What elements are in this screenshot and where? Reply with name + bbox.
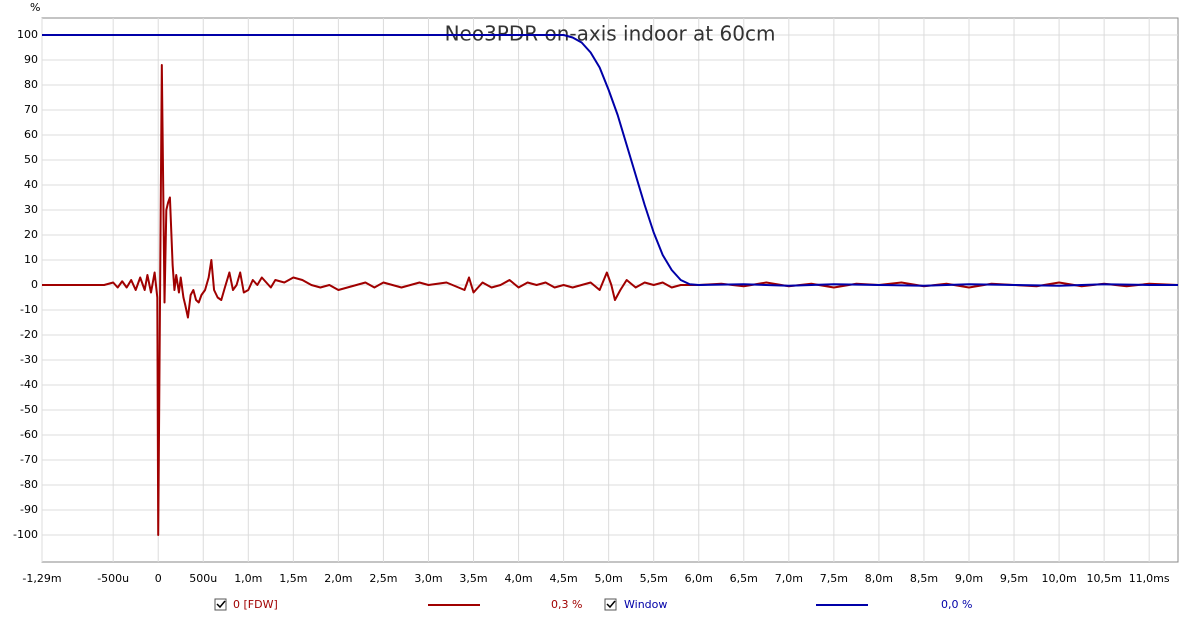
- x-tick-label: 7,5m: [820, 572, 848, 585]
- x-tick-label: 3,5m: [459, 572, 487, 585]
- check-mark: [216, 600, 226, 609]
- y-tick-label: 80: [24, 78, 38, 91]
- legend-label: 0 [FDW]: [233, 598, 278, 611]
- y-tick-label: -50: [20, 403, 38, 416]
- x-tick-label: 9,0m: [955, 572, 983, 585]
- y-tick-label: -70: [20, 453, 38, 466]
- plot-area: [41, 17, 1179, 563]
- y-tick-label: 20: [24, 228, 38, 241]
- x-tick-label: -500u: [97, 572, 129, 585]
- y-tick-label: 100: [17, 28, 38, 41]
- x-tick-label: 5,5m: [640, 572, 668, 585]
- y-tick-label: 50: [24, 153, 38, 166]
- x-tick-label: 8,0m: [865, 572, 893, 585]
- x-tick-label: 4,5m: [549, 572, 577, 585]
- y-tick-label: 90: [24, 53, 38, 66]
- chart-title: Neo3PDR on-axis indoor at 60cm: [445, 22, 776, 46]
- y-tick-label: 40: [24, 178, 38, 191]
- x-tick-label: 9,5m: [1000, 572, 1028, 585]
- legend-label: Window: [624, 598, 667, 611]
- x-tick-label: 6,5m: [730, 572, 758, 585]
- y-tick-label: -80: [20, 478, 38, 491]
- x-tick-label: 4,0m: [504, 572, 532, 585]
- x-tick-label: 10,0m: [1041, 572, 1076, 585]
- y-tick-label: -20: [20, 328, 38, 341]
- x-tick-label: 10,5m: [1087, 572, 1122, 585]
- y-tick-label: -100: [13, 528, 38, 541]
- x-tick-label: 2,5m: [369, 572, 397, 585]
- x-tick-label: 8,5m: [910, 572, 938, 585]
- x-tick-label: 7,0m: [775, 572, 803, 585]
- y-tick-label: -10: [20, 303, 38, 316]
- x-tick-label: 1,0m: [234, 572, 262, 585]
- y-tick-label: 0: [31, 278, 38, 291]
- x-tick-label: 2,0m: [324, 572, 352, 585]
- x-tick-label: 3,0m: [414, 572, 442, 585]
- y-tick-label: -30: [20, 353, 38, 366]
- x-tick-label: 5,0m: [595, 572, 623, 585]
- y-tick-label: 60: [24, 128, 38, 141]
- legend-value: 0,0 %: [941, 598, 972, 611]
- y-tick-label: 30: [24, 203, 38, 216]
- check-mark: [606, 600, 616, 609]
- x-tick-label: 6,0m: [685, 572, 713, 585]
- x-tick-label: 500u: [189, 572, 217, 585]
- x-tick-label: 11,0ms: [1129, 572, 1170, 585]
- x-tick-label: 0: [155, 572, 162, 585]
- legend-checkbox[interactable]: [604, 598, 617, 611]
- y-tick-label: -60: [20, 428, 38, 441]
- legend-value: 0,3 %: [551, 598, 582, 611]
- y-tick-label: -40: [20, 378, 38, 391]
- legend-checkbox[interactable]: [214, 598, 227, 611]
- y-axis-label: %: [30, 1, 40, 14]
- y-tick-label: 10: [24, 253, 38, 266]
- y-tick-label: -90: [20, 503, 38, 516]
- series-line: [42, 34, 1178, 287]
- x-tick-label: 1,5m: [279, 572, 307, 585]
- y-tick-label: 70: [24, 103, 38, 116]
- x-tick-label: -1,29m: [22, 572, 61, 585]
